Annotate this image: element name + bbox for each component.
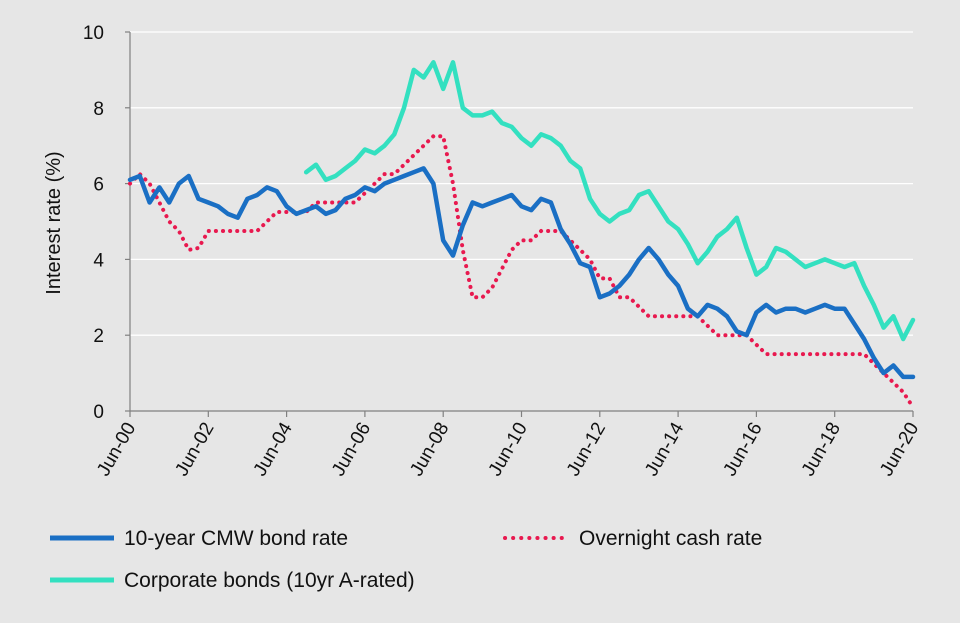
legend-label-0: 10-year CMW bond rate (124, 527, 348, 550)
y-tick-label: 8 (93, 99, 104, 120)
x-tick-labels: Jun-00 Jun-02 Jun-04 Jun-06 Jun-08 Jun-10 Jun-… (93, 419, 923, 480)
x-tick-label: Jun-18 (798, 419, 845, 480)
axes (125, 31, 914, 417)
series-line-0 (127, 166, 916, 380)
y-tick-labels: 0 2 4 6 8 10 (83, 23, 105, 423)
series-line-2 (303, 60, 916, 342)
y-axis-title: Interest rate (%) (43, 151, 65, 294)
x-tick-label: Jun-04 (250, 419, 297, 480)
x-tick-label: Jun-06 (328, 419, 375, 480)
y-tick-label: 0 (93, 402, 104, 423)
y-tick-label: 6 (93, 175, 104, 196)
series-lines (127, 60, 916, 410)
legend-label-2: Corporate bonds (10yr A-rated) (124, 569, 415, 592)
series-line-1 (128, 134, 915, 410)
x-tick-label: Jun-20 (876, 419, 923, 480)
gridlines (130, 31, 913, 336)
y-tick-label: 4 (93, 250, 104, 271)
x-tick-label: Jun-14 (641, 419, 688, 480)
x-tick-label: Jun-02 (171, 419, 218, 480)
legend-label-1: Overnight cash rate (579, 527, 762, 550)
y-tick-label: 10 (83, 23, 104, 44)
x-tick-label: Jun-08 (406, 419, 453, 480)
x-tick-label: Jun-10 (485, 419, 532, 480)
x-tick-label: Jun-12 (563, 419, 610, 480)
x-tick-label: Jun-00 (93, 419, 140, 480)
y-tick-label: 2 (93, 326, 104, 347)
legend: 10-year CMW bond rate Overnight cash rate… (50, 527, 762, 592)
x-tick-label: Jun-16 (719, 419, 766, 480)
